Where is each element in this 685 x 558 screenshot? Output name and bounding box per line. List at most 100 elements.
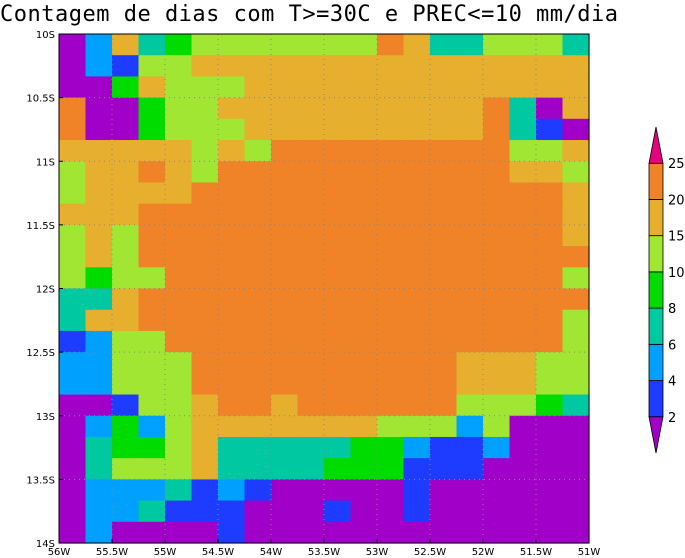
heatmap-cell: [563, 522, 590, 544]
heatmap-cell: [271, 267, 298, 289]
heatmap-cell: [192, 522, 219, 544]
heatmap-cell: [536, 55, 563, 77]
heatmap-cell: [563, 76, 590, 98]
heatmap-cell: [536, 140, 563, 162]
heatmap-cell: [324, 479, 351, 501]
heatmap-cell: [139, 55, 166, 77]
heatmap-cell: [165, 76, 192, 98]
heatmap-cell: [165, 204, 192, 226]
heatmap-cell: [404, 267, 431, 289]
heatmap-cell: [404, 352, 431, 374]
heatmap-cell: [351, 373, 378, 395]
heatmap-cell: [112, 395, 139, 417]
colorbar-segment: [649, 308, 663, 344]
heatmap-cell: [112, 310, 139, 332]
heatmap-cell: [139, 289, 166, 311]
heatmap-cell: [245, 76, 272, 98]
heatmap-cell: [324, 522, 351, 544]
heatmap-cell: [86, 479, 113, 501]
heatmap-cell: [483, 416, 510, 438]
heatmap-cell: [245, 140, 272, 162]
heatmap-cell: [86, 34, 113, 56]
heatmap-cell: [430, 395, 457, 417]
heatmap-cell: [192, 331, 219, 353]
colorbar-segment: [649, 381, 663, 417]
heatmap-cell: [430, 479, 457, 501]
heatmap-cell: [483, 458, 510, 480]
heatmap-cell: [536, 289, 563, 311]
heatmap-cell: [404, 161, 431, 183]
heatmap-cell: [510, 267, 537, 289]
heatmap-cell: [457, 522, 484, 544]
heatmap-cell: [192, 416, 219, 438]
heatmap-cell: [245, 522, 272, 544]
heatmap-cell: [351, 98, 378, 120]
heatmap-cell: [192, 310, 219, 332]
colorbar-segment: [649, 272, 663, 308]
heatmap-cell: [510, 331, 537, 353]
heatmap-cell: [324, 289, 351, 311]
heatmap-cell: [430, 501, 457, 523]
heatmap-cell: [536, 267, 563, 289]
heatmap-cell: [245, 119, 272, 141]
heatmap-cell: [59, 373, 86, 395]
heatmap-cell: [430, 416, 457, 438]
heatmap-cell: [404, 331, 431, 353]
heatmap-cell: [245, 373, 272, 395]
heatmap-cell: [324, 76, 351, 98]
heatmap-cell: [536, 479, 563, 501]
heatmap-cell: [377, 55, 404, 77]
heatmap-cell: [324, 55, 351, 77]
y-tick-label: 11.5S: [26, 221, 55, 232]
heatmap-cell: [377, 501, 404, 523]
heatmap-cell: [510, 522, 537, 544]
heatmap-cell: [59, 352, 86, 374]
heatmap-cell: [112, 331, 139, 353]
heatmap-cell: [271, 55, 298, 77]
heatmap-cell: [59, 76, 86, 98]
heatmap-cell: [536, 395, 563, 417]
heatmap-cell: [457, 204, 484, 226]
heatmap-cell: [192, 119, 219, 141]
heatmap-cell: [139, 225, 166, 247]
heatmap-cell: [218, 479, 245, 501]
heatmap-cell: [324, 437, 351, 459]
heatmap-cell: [165, 246, 192, 268]
heatmap-cell: [86, 310, 113, 332]
heatmap-cell: [483, 310, 510, 332]
heatmap-cell: [139, 522, 166, 544]
heatmap-cell: [404, 458, 431, 480]
heatmap-cell: [192, 395, 219, 417]
heatmap-cell: [86, 161, 113, 183]
heatmap-cell: [59, 522, 86, 544]
heatmap-cell: [298, 331, 325, 353]
heatmap-cell: [139, 182, 166, 204]
heatmap-cell: [483, 119, 510, 141]
colorbar-label: 20: [668, 193, 685, 208]
heatmap-cell: [510, 479, 537, 501]
heatmap-cell: [218, 522, 245, 544]
heatmap-cell: [271, 246, 298, 268]
heatmap-cell: [377, 204, 404, 226]
heatmap-cell: [483, 140, 510, 162]
heatmap-cell: [324, 352, 351, 374]
heatmap-cell: [86, 119, 113, 141]
heatmap-cell: [483, 522, 510, 544]
heatmap-cell: [59, 501, 86, 523]
heatmap-cell: [536, 437, 563, 459]
heatmap-cell: [430, 246, 457, 268]
heatmap-cell: [430, 458, 457, 480]
heatmap-cell: [271, 373, 298, 395]
heatmap-cell: [271, 161, 298, 183]
heatmap-cell: [86, 267, 113, 289]
heatmap-cell: [271, 225, 298, 247]
heatmap-cell: [192, 98, 219, 120]
heatmap-cell: [192, 204, 219, 226]
heatmap-cell: [404, 98, 431, 120]
heatmap-cell: [112, 182, 139, 204]
heatmap-cell: [404, 310, 431, 332]
heatmap-cell: [165, 34, 192, 56]
heatmap-cell: [563, 55, 590, 77]
heatmap-cell: [112, 55, 139, 77]
y-tick-label: 13.5S: [26, 475, 55, 486]
